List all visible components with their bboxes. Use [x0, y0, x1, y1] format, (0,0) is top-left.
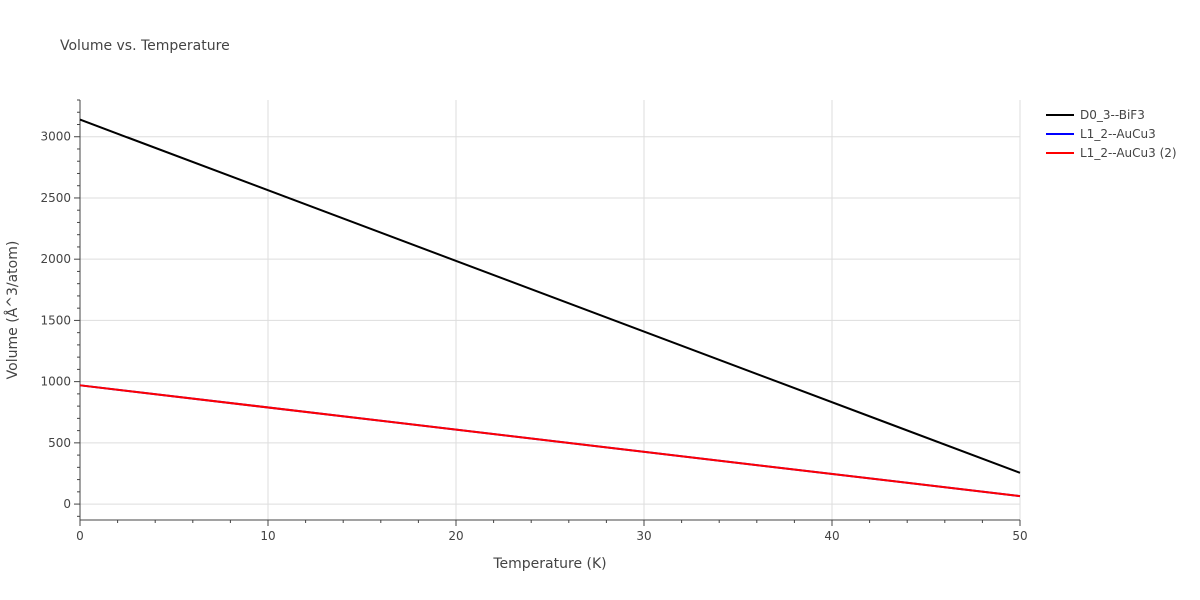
- y-tick-label: 2000: [40, 252, 71, 266]
- legend-item-0[interactable]: D0_3--BiF3: [1046, 108, 1145, 122]
- y-tick-label: 0: [63, 497, 71, 511]
- y-tick-label: 1500: [40, 313, 71, 327]
- x-tick-label: 50: [1012, 529, 1027, 543]
- y-tick-label: 500: [48, 436, 71, 450]
- legend[interactable]: D0_3--BiF3 L1_2--AuCu3 L1_2--AuCu3 (2): [1046, 108, 1177, 160]
- y-tick-label: 2500: [40, 191, 71, 205]
- legend-item-2[interactable]: L1_2--AuCu3 (2): [1046, 146, 1177, 160]
- x-axis-title: Temperature (K): [492, 556, 606, 572]
- legend-label: L1_2--AuCu3: [1080, 127, 1156, 141]
- x-tick-label: 0: [76, 529, 84, 543]
- series-line-0: [79, 118, 1021, 474]
- x-axis-ticks: 0 10 20 30 40 50: [76, 520, 1028, 543]
- y-axis-title: Volume (Å^3/atom): [4, 241, 21, 380]
- x-tick-label: 40: [824, 529, 839, 543]
- series-line-2: [79, 384, 1021, 498]
- x-tick-label: 10: [260, 529, 275, 543]
- axes: [79, 100, 1020, 521]
- x-tick-label: 30: [636, 529, 651, 543]
- chart-title: Volume vs. Temperature: [60, 38, 230, 54]
- legend-label: L1_2--AuCu3 (2): [1080, 146, 1177, 160]
- legend-label: D0_3--BiF3: [1080, 108, 1145, 122]
- y-tick-label: 3000: [40, 130, 71, 144]
- legend-item-1[interactable]: L1_2--AuCu3: [1046, 127, 1156, 141]
- y-axis-ticks: 0 500 1000 1500 2000 2500 3000: [40, 99, 80, 517]
- x-tick-label: 20: [448, 529, 463, 543]
- grid: [80, 100, 1021, 520]
- y-tick-label: 1000: [40, 375, 71, 389]
- series-layer: [79, 118, 1021, 498]
